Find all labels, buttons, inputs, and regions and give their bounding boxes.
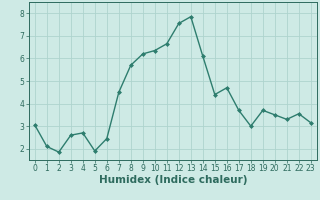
X-axis label: Humidex (Indice chaleur): Humidex (Indice chaleur) [99, 175, 247, 185]
